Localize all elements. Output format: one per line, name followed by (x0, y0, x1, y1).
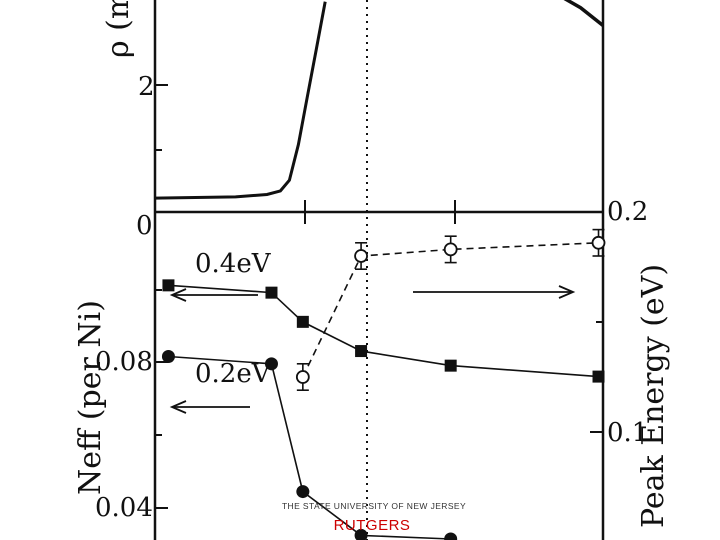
upper-y-axis-title: ρ (m (101, 0, 136, 58)
open-circle-point-2-0 (295, 370, 310, 384)
series-line-0 (168, 284, 599, 378)
open-circle-point-2-1 (354, 249, 368, 263)
circle-point-1-4 (444, 532, 458, 540)
square-point-0-1 (265, 286, 278, 299)
series-label-02ev: 0.2eV (195, 359, 272, 389)
circle-point-1-3 (354, 528, 368, 540)
square-point-0-3 (355, 345, 368, 358)
plot-frame (153, 0, 605, 540)
tick-marks (155, 84, 603, 509)
y-tick-label-008: 0.08 (95, 347, 153, 377)
lower-y-axis-title: Neff (per Ni) (73, 300, 108, 495)
square-point-0-2 (296, 315, 309, 328)
y2-tick-label-02: 0.2 (607, 197, 648, 227)
circle-point-1-1 (264, 357, 278, 371)
circle-point-1-2 (296, 485, 310, 499)
open-circle-point-2-3 (591, 235, 606, 250)
square-point-0-0 (162, 279, 175, 292)
arrow-left-04ev (169, 288, 258, 302)
open-circle-point-2-2 (443, 242, 458, 257)
square-point-0-4 (444, 359, 457, 372)
resistivity-curve-0 (154, 1, 327, 200)
series-label-04ev: 0.4eV (195, 249, 272, 279)
arrow-right-peak (413, 285, 576, 299)
y-tick-label-0: 0 (136, 211, 153, 241)
footer-university: THE STATE UNIVERSITY OF NEW JERSEY (282, 501, 466, 511)
circle-point-1-0 (161, 350, 175, 364)
y-tick-label-004: 0.04 (95, 493, 153, 523)
lower-panel-data (161, 228, 606, 540)
y2-tick-label-01: 0.1 (607, 418, 648, 448)
arrow-left-02ev (169, 400, 250, 414)
y-tick-label-2: 2 (138, 72, 155, 102)
right-y-axis-title: Peak Energy (eV) (636, 264, 671, 528)
resistivity-curve-1 (563, 0, 605, 27)
footer-rutgers: RUTGERS (334, 517, 411, 534)
upper-panel-data (154, 0, 605, 200)
square-point-0-5 (592, 370, 605, 383)
